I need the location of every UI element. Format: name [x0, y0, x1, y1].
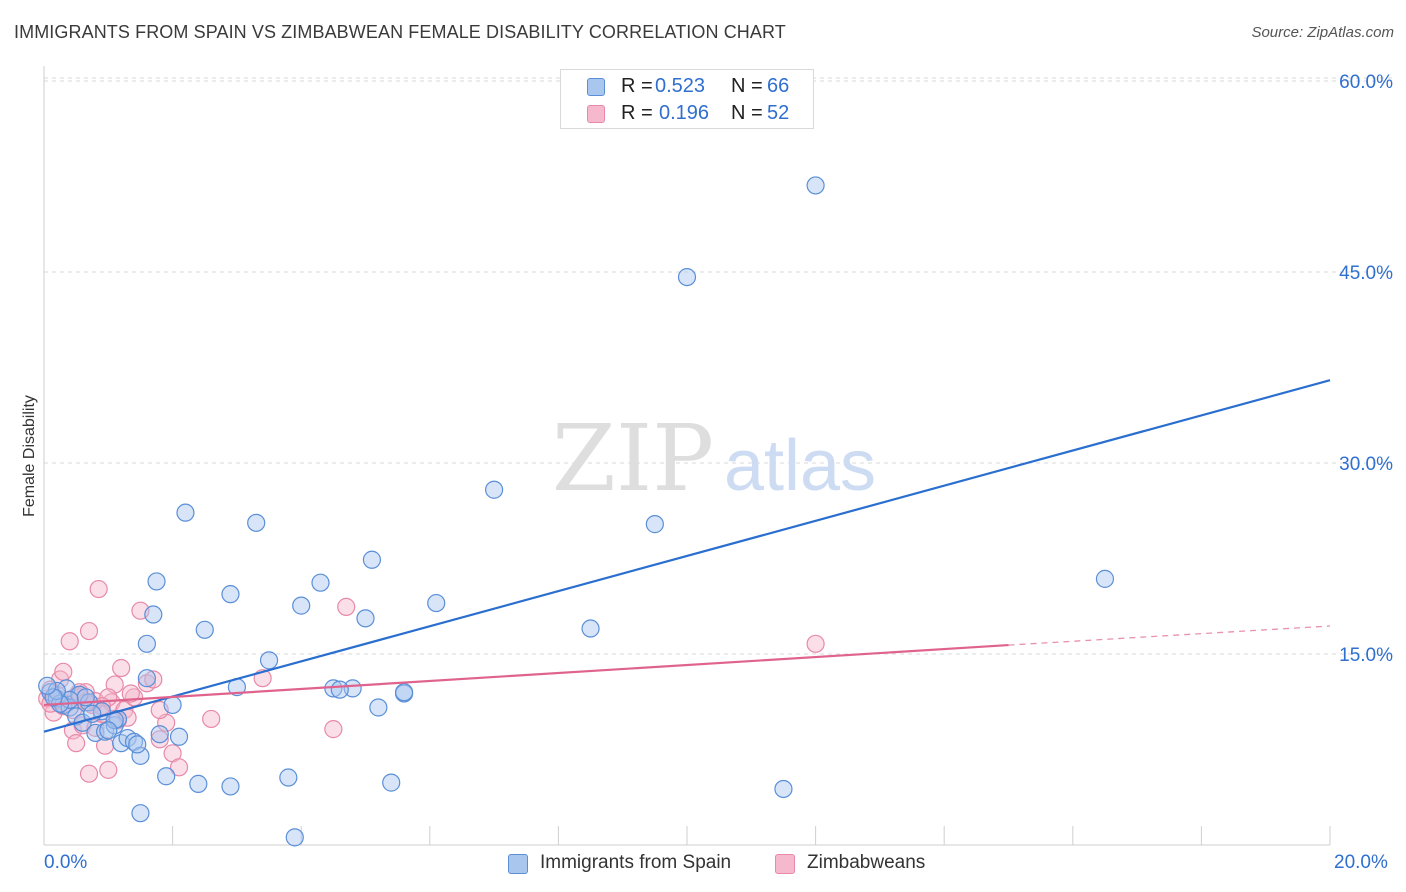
- zimbabweans-point: [202, 709, 221, 729]
- spain-point: [259, 651, 279, 670]
- spain-point: [677, 267, 697, 287]
- spain-point: [221, 585, 240, 604]
- spain-swatch: [587, 78, 605, 96]
- zimbabweans-point: [150, 730, 169, 749]
- r-label: R =: [621, 75, 653, 97]
- x-tick-label-max: 20.0%: [1334, 852, 1388, 873]
- spain-point: [44, 688, 63, 707]
- spain-point: [38, 676, 57, 695]
- spain-regression-line: [43, 379, 1331, 733]
- source-label: Source: ZipAtlas.com: [1251, 24, 1394, 41]
- n-value: 52: [767, 102, 790, 124]
- stats-legend: R = 0.523 N = 66 R = 0.196 N = 52: [560, 69, 814, 129]
- spain-point: [362, 550, 382, 569]
- spain-point: [285, 828, 304, 847]
- spain-point: [128, 735, 147, 754]
- spain-point: [147, 572, 166, 591]
- zimbabweans-point: [169, 758, 189, 777]
- spain-point: [343, 679, 362, 698]
- zimbabweans-point: [112, 658, 131, 678]
- gridlines: [44, 77, 1394, 655]
- n-label: N =: [731, 102, 763, 124]
- r-value: 0.523: [655, 75, 706, 97]
- spain-point: [394, 683, 414, 702]
- y-axis-title: Female Disability: [21, 395, 38, 517]
- y-tick-label: 30.0%: [1339, 454, 1393, 475]
- spain-points: [38, 176, 1115, 847]
- zimbabweans-point: [99, 760, 118, 779]
- zimbabweans-point: [79, 764, 99, 783]
- spain-point: [150, 725, 169, 744]
- zimbabweans-point: [79, 621, 99, 641]
- spain-point: [137, 634, 156, 653]
- spain-point: [311, 573, 330, 592]
- spain-point: [131, 746, 150, 765]
- spain-point: [131, 804, 150, 823]
- y-tick-label: 45.0%: [1339, 263, 1393, 284]
- zimbabweans-swatch: [587, 105, 605, 123]
- spain-point: [221, 777, 240, 796]
- spain-point: [189, 774, 208, 793]
- chart-title: IMMIGRANTS FROM SPAIN VS ZIMBABWEAN FEMA…: [14, 22, 786, 42]
- zimbabweans-point: [54, 662, 73, 681]
- zimbabweans-point: [337, 597, 356, 616]
- spain-point: [645, 515, 664, 534]
- spain-point: [330, 680, 349, 699]
- zimbabweans-regression-extension: [1008, 625, 1331, 646]
- zimbabweans-point: [121, 684, 140, 703]
- spain-point: [485, 480, 504, 499]
- n-label: N =: [731, 75, 763, 97]
- spain-point: [279, 768, 298, 787]
- spain-point: [157, 767, 176, 786]
- spain-point: [581, 619, 600, 638]
- axes: [43, 66, 1331, 846]
- zimbabweans-point: [89, 579, 108, 599]
- zimbabweans-point: [806, 634, 825, 653]
- zimbabweans-legend-swatch: [775, 854, 795, 874]
- watermark-zip: ZIP: [552, 405, 714, 512]
- spain-point: [137, 669, 156, 688]
- zimbabweans-regression-line: [43, 643, 1009, 707]
- r-label: R =: [621, 102, 653, 124]
- r-value: 0.196: [659, 102, 710, 124]
- spain-point: [99, 721, 118, 740]
- spain-point: [382, 773, 401, 792]
- watermark-atlas: atlas: [724, 426, 876, 506]
- regression-lines: [43, 379, 1331, 733]
- y-tick-labels: 15.0% 30.0% 45.0% 60.0%: [1339, 72, 1393, 666]
- spain-point: [292, 596, 311, 615]
- n-value: 66: [767, 75, 790, 97]
- zimbabweans-point: [324, 720, 343, 739]
- spain-point: [169, 727, 189, 746]
- legend-label-zimbabweans: Zimbabweans: [807, 852, 926, 873]
- spain-point: [1095, 569, 1115, 588]
- spain-point: [176, 503, 195, 522]
- spain-point: [247, 513, 266, 532]
- zimbabweans-point: [144, 670, 163, 689]
- series-legend: Immigrants from Spain Zimbabweans: [0, 852, 1406, 878]
- zimbabweans-point: [60, 632, 79, 651]
- x-tick-label-min: 0.0%: [44, 852, 88, 873]
- spain-point: [369, 698, 388, 717]
- zimbabweans-point: [67, 734, 86, 753]
- spain-point: [144, 605, 163, 624]
- spain-point: [774, 779, 793, 799]
- y-tick-label: 60.0%: [1339, 72, 1393, 93]
- legend-label-spain: Immigrants from Spain: [540, 852, 732, 873]
- watermark: ZIP atlas: [552, 405, 876, 512]
- y-tick-label: 15.0%: [1339, 645, 1393, 666]
- spain-point: [427, 593, 446, 613]
- spain-point: [356, 609, 375, 628]
- spain-point: [806, 176, 825, 195]
- spain-legend-swatch: [508, 854, 528, 874]
- spain-point: [195, 620, 214, 639]
